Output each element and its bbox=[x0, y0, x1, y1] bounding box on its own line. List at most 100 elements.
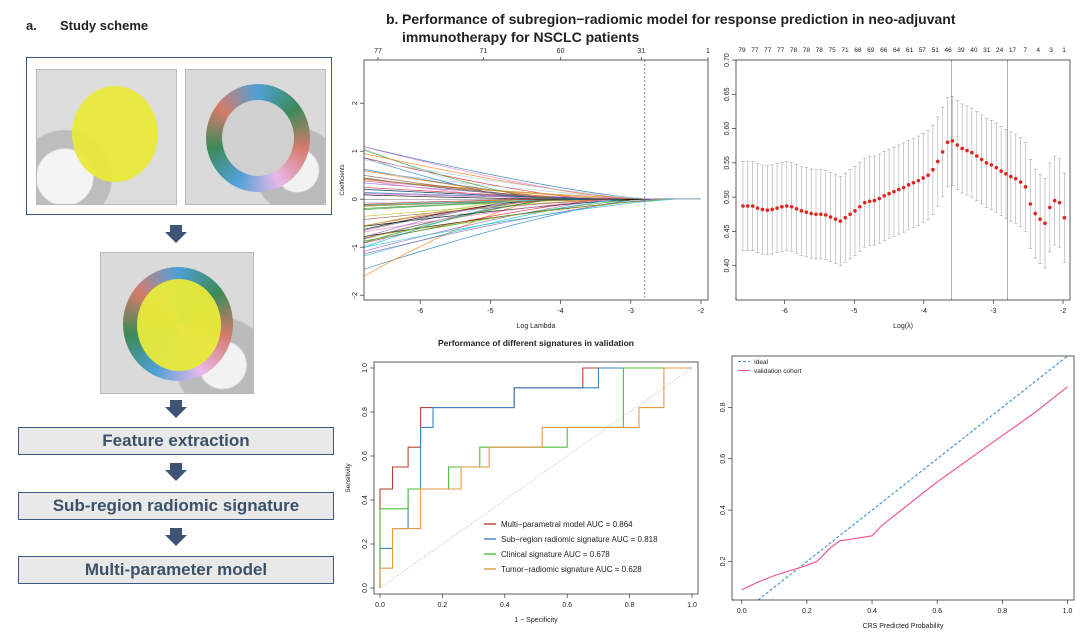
cv-point bbox=[916, 178, 921, 183]
y-axis-label: Coefficients bbox=[340, 164, 346, 195]
ct-image-combined bbox=[100, 252, 254, 394]
top-tick-label: 3 bbox=[1049, 47, 1053, 54]
chart-title: Performance of different signatures in v… bbox=[438, 338, 634, 348]
cv-point bbox=[1018, 180, 1023, 184]
cv-point bbox=[901, 185, 906, 190]
x-tick-label: 0.8 bbox=[625, 602, 635, 609]
ct-pair-frame bbox=[26, 57, 332, 215]
cv-point bbox=[935, 159, 940, 164]
cv-point bbox=[940, 150, 945, 154]
coefficient-path bbox=[363, 198, 701, 227]
plot-frame bbox=[373, 361, 699, 595]
x-axis-label: 1 − Specificity bbox=[514, 617, 558, 624]
y-tick-label: 0.6 bbox=[720, 454, 727, 464]
top-tick-label: 78 bbox=[803, 47, 811, 54]
y-tick-label: 1 bbox=[352, 149, 359, 153]
cv-point bbox=[974, 154, 979, 158]
x-tick-label: -2 bbox=[1060, 308, 1066, 315]
cv-point bbox=[960, 146, 964, 151]
coefficient-path bbox=[363, 159, 701, 200]
cv-point bbox=[799, 209, 804, 213]
cv-point bbox=[1009, 174, 1013, 179]
cv-point bbox=[789, 204, 794, 209]
calibration-curve bbox=[757, 355, 1068, 601]
y-tick-label: -1 bbox=[352, 244, 359, 250]
y-tick-label: 0.60 bbox=[724, 122, 731, 136]
top-tick-label: 61 bbox=[906, 47, 914, 54]
legend-label: Ideal bbox=[754, 359, 769, 366]
y-tick-label: 0 bbox=[352, 197, 359, 201]
coefficient-path bbox=[363, 170, 701, 200]
coefficient-path bbox=[363, 198, 701, 205]
cv-point bbox=[970, 150, 974, 155]
x-tick-label: 0.2 bbox=[438, 602, 448, 609]
cv-point bbox=[989, 163, 994, 167]
cv-point bbox=[892, 189, 896, 194]
coefficient-path bbox=[363, 198, 701, 220]
x-tick-label: 1.0 bbox=[1063, 608, 1073, 615]
coefficient-path bbox=[363, 146, 701, 200]
roc-curve bbox=[379, 367, 692, 588]
top-tick-label: 1 bbox=[706, 48, 710, 55]
cv-point bbox=[867, 199, 872, 204]
ct-image-tumor-segmentation bbox=[36, 69, 177, 205]
tumor-mask bbox=[72, 86, 158, 182]
legend-label: Sub−region radiomic signature AUC = 0.81… bbox=[501, 535, 658, 544]
cv-point bbox=[775, 206, 779, 210]
top-tick-label: 71 bbox=[841, 47, 849, 54]
top-tick-label: 51 bbox=[932, 47, 940, 54]
cv-point bbox=[741, 204, 745, 208]
cv-point bbox=[843, 215, 848, 220]
cv-point bbox=[750, 204, 755, 208]
arrow-down-icon bbox=[165, 400, 187, 418]
coefficient-path bbox=[363, 198, 701, 247]
top-tick-label: 78 bbox=[816, 47, 824, 54]
y-tick-label: 0.4 bbox=[362, 495, 369, 505]
top-tick-label: 31 bbox=[637, 48, 645, 55]
top-tick-label: 39 bbox=[957, 47, 965, 54]
step-feature-extraction: Feature extraction bbox=[18, 427, 334, 455]
top-tick-label: 17 bbox=[1009, 47, 1017, 54]
coefficient-path bbox=[363, 198, 701, 243]
cv-point bbox=[819, 212, 823, 217]
arrow-down-icon bbox=[165, 463, 187, 481]
cv-point bbox=[780, 204, 784, 209]
cross-validation-chart: -6 -5 -4 -3 -2 0.40 0.45 0.50 0.55 0.60 0.65 0.70 79… bbox=[724, 47, 1071, 330]
cv-point bbox=[770, 207, 774, 212]
cv-point bbox=[965, 148, 969, 153]
y-tick-label: 2 bbox=[352, 101, 359, 105]
coefficient-path bbox=[363, 198, 701, 206]
calibration-curve bbox=[741, 386, 1068, 591]
roc-chart: Performance of different signatures in v… bbox=[345, 338, 699, 624]
top-tick-label: 66 bbox=[880, 47, 888, 54]
y-tick-label: 0.50 bbox=[724, 190, 731, 204]
coefficient-path bbox=[363, 180, 701, 200]
cv-point bbox=[858, 204, 862, 209]
x-tick-label: 0.8 bbox=[997, 608, 1007, 615]
y-tick-label: 0.8 bbox=[720, 402, 727, 412]
arrow-down-icon bbox=[165, 528, 187, 546]
cv-point bbox=[823, 213, 828, 217]
y-tick-label: 0.2 bbox=[362, 539, 369, 549]
x-tick-label: -3 bbox=[628, 308, 634, 315]
cv-point bbox=[814, 212, 818, 217]
cv-point bbox=[945, 140, 950, 145]
coefficient-path bbox=[363, 153, 701, 200]
y-tick-label: 0.2 bbox=[720, 557, 727, 567]
plot-frame bbox=[363, 59, 709, 301]
coefficient-path bbox=[363, 198, 701, 248]
x-tick-label: 1.0 bbox=[687, 602, 697, 609]
cv-point bbox=[950, 139, 955, 143]
x-tick-label: 0.6 bbox=[562, 602, 572, 609]
x-tick-label: -4 bbox=[921, 308, 927, 315]
cv-point bbox=[926, 173, 930, 177]
legend-label: Multi−parametral model AUC = 0.864 bbox=[501, 520, 633, 529]
cv-point bbox=[999, 169, 1003, 173]
x-tick-label: 0.6 bbox=[932, 608, 942, 615]
panel-a-title: Study scheme bbox=[60, 18, 149, 33]
cv-point bbox=[862, 200, 867, 205]
x-tick-label: -6 bbox=[782, 308, 788, 315]
cv-point bbox=[784, 204, 789, 208]
x-axis-label: Log Lambda bbox=[517, 323, 556, 330]
top-tick-label: 77 bbox=[374, 48, 382, 55]
